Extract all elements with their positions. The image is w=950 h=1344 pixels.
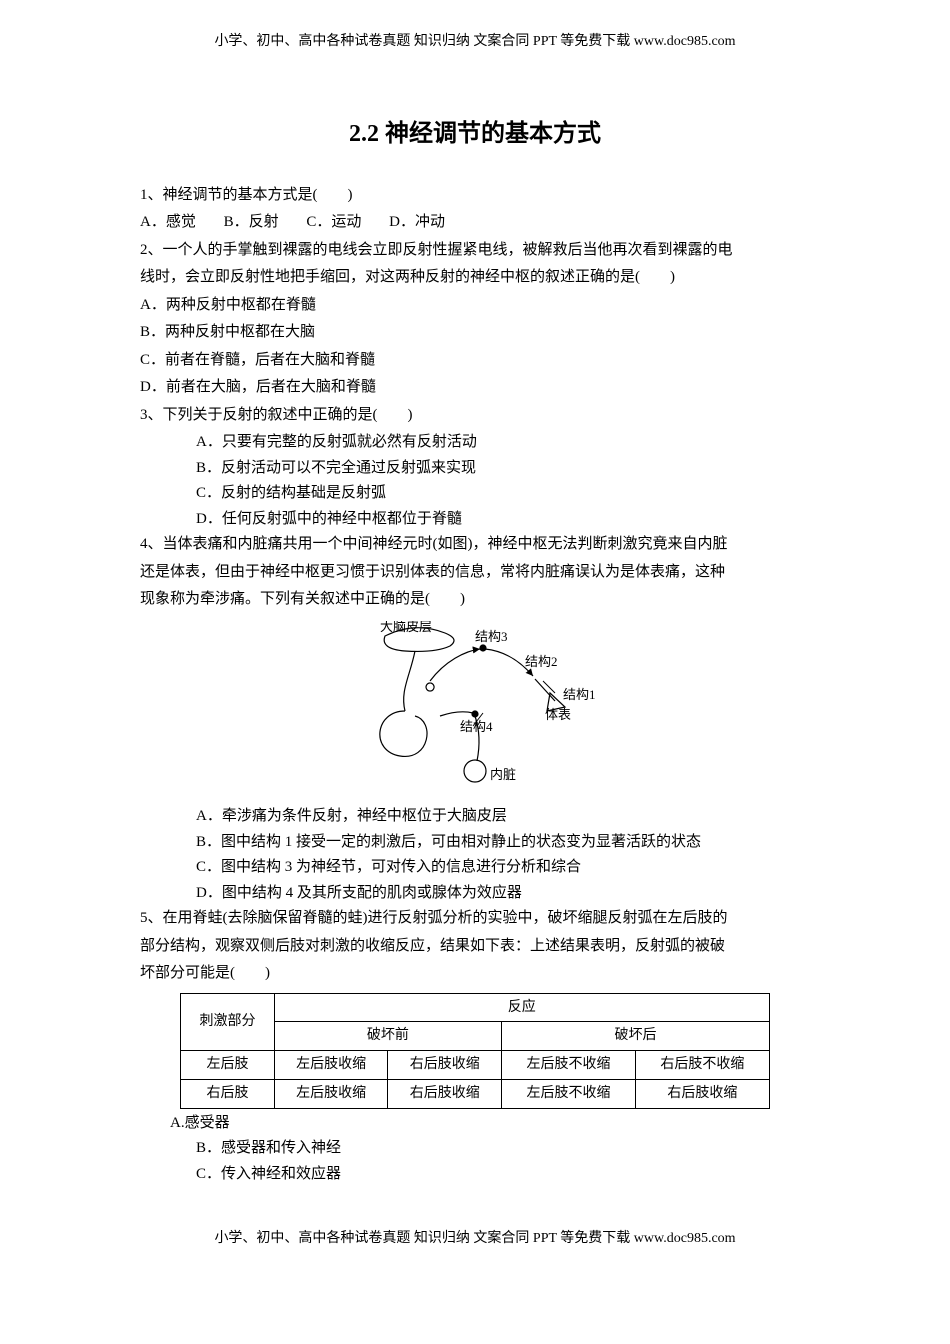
- q2-opt-b: B．两种反射中枢都在大脑: [140, 320, 810, 346]
- q2-opt-d: D．前者在大脑，后者在大脑和脊髓: [140, 375, 810, 401]
- question-4-line3: 现象称为牵涉痛。下列有关叙述中正确的是( ): [140, 587, 810, 613]
- table-row: 右后肢 左后肢收缩 右后肢收缩 左后肢不收缩 右后肢收缩: [181, 1079, 770, 1108]
- cell-b2: 右后肢收缩: [388, 1079, 502, 1108]
- cell-a2: 右后肢收缩: [635, 1079, 769, 1108]
- cell-b1: 左后肢收缩: [274, 1051, 388, 1080]
- q5-opt-a: A.感受器: [140, 1111, 810, 1137]
- q1-opt-b: B．反射: [224, 214, 279, 230]
- q4-opt-b: B．图中结构 1 接受一定的刺激后，可由相对静止的状态变为显著活跃的状态: [140, 830, 810, 856]
- question-5-line1: 5、在用脊蛙(去除脑保留脊髓的蛙)进行反射弧分析的实验中，破坏缩腿反射弧在左后肢…: [140, 906, 810, 932]
- col-stim: 刺激部分: [181, 993, 275, 1051]
- q3-opt-b: B．反射活动可以不完全通过反射弧来实现: [140, 456, 810, 482]
- label-surface: 体表: [545, 707, 571, 722]
- label-s1: 结构1: [563, 687, 596, 702]
- cell-b2: 右后肢收缩: [388, 1051, 502, 1080]
- cell-a1: 左后肢不收缩: [502, 1079, 636, 1108]
- reflex-arc-diagram: 大脑皮层 结构3 结构2 结构1 体表 结构4 内脏: [140, 621, 810, 801]
- question-1-options: A．感觉 B．反射 C．运动 D．冲动: [140, 210, 810, 236]
- q1-opt-c: C．运动: [306, 214, 361, 230]
- q1-opt-d: D．冲动: [389, 214, 445, 230]
- q4-opt-c: C．图中结构 3 为神经节，可对传入的信息进行分析和综合: [140, 855, 810, 881]
- table-row: 左后肢 左后肢收缩 右后肢收缩 左后肢不收缩 右后肢不收缩: [181, 1051, 770, 1080]
- q4-opt-d: D．图中结构 4 及其所支配的肌肉或腺体为效应器: [140, 881, 810, 907]
- question-3-stem: 3、下列关于反射的叙述中正确的是( ): [140, 403, 810, 429]
- question-5-line3: 坏部分可能是( ): [140, 961, 810, 987]
- cell-stim: 左后肢: [181, 1051, 275, 1080]
- cell-a1: 左后肢不收缩: [502, 1051, 636, 1080]
- question-5-line2: 部分结构，观察双侧后肢对刺激的收缩反应，结果如下表：上述结果表明，反射弧的被破: [140, 934, 810, 960]
- label-viscera: 内脏: [490, 767, 516, 782]
- page-header: 小学、初中、高中各种试卷真题 知识归纳 文案合同 PPT 等免费下载 www.d…: [140, 30, 810, 54]
- reflex-result-table: 刺激部分 反应 破坏前 破坏后 左后肢 左后肢收缩 右后肢收缩 左后肢不收缩 右…: [180, 993, 770, 1109]
- col-after: 破坏后: [502, 1022, 770, 1051]
- cell-a2: 右后肢不收缩: [635, 1051, 769, 1080]
- question-2-line1: 2、一个人的手掌触到裸露的电线会立即反射性握紧电线，被解救后当他再次看到裸露的电: [140, 238, 810, 264]
- col-react: 反应: [274, 993, 769, 1022]
- q1-opt-a: A．感觉: [140, 214, 196, 230]
- label-cortex: 大脑皮层: [380, 621, 432, 634]
- q3-opt-a: A．只要有完整的反射弧就必然有反射活动: [140, 430, 810, 456]
- cell-stim: 右后肢: [181, 1079, 275, 1108]
- col-before: 破坏前: [274, 1022, 501, 1051]
- question-1-stem: 1、神经调节的基本方式是( ): [140, 183, 810, 209]
- question-2-line2: 线时，会立即反射性地把手缩回，对这两种反射的神经中枢的叙述正确的是( ): [140, 265, 810, 291]
- q5-opt-c: C．传入神经和效应器: [140, 1162, 810, 1188]
- page-footer: 小学、初中、高中各种试卷真题 知识归纳 文案合同 PPT 等免费下载 www.d…: [140, 1227, 810, 1251]
- question-4-line1: 4、当体表痛和内脏痛共用一个中间神经元时(如图)，神经中枢无法判断刺激究竟来自内…: [140, 532, 810, 558]
- question-4-line2: 还是体表，但由于神经中枢更习惯于识别体表的信息，常将内脏痛误认为是体表痛，这种: [140, 560, 810, 586]
- label-s2: 结构2: [525, 654, 558, 669]
- page-title: 2.2 神经调节的基本方式: [140, 114, 810, 155]
- q3-opt-d: D．任何反射弧中的神经中枢都位于脊髓: [140, 507, 810, 533]
- cell-b1: 左后肢收缩: [274, 1079, 388, 1108]
- q5-opt-b: B．感受器和传入神经: [140, 1136, 810, 1162]
- q3-opt-c: C．反射的结构基础是反射弧: [140, 481, 810, 507]
- q4-opt-a: A．牵涉痛为条件反射，神经中枢位于大脑皮层: [140, 804, 810, 830]
- q2-opt-a: A．两种反射中枢都在脊髓: [140, 293, 810, 319]
- label-s3: 结构3: [475, 629, 508, 644]
- q2-opt-c: C．前者在脊髓，后者在大脑和脊髓: [140, 348, 810, 374]
